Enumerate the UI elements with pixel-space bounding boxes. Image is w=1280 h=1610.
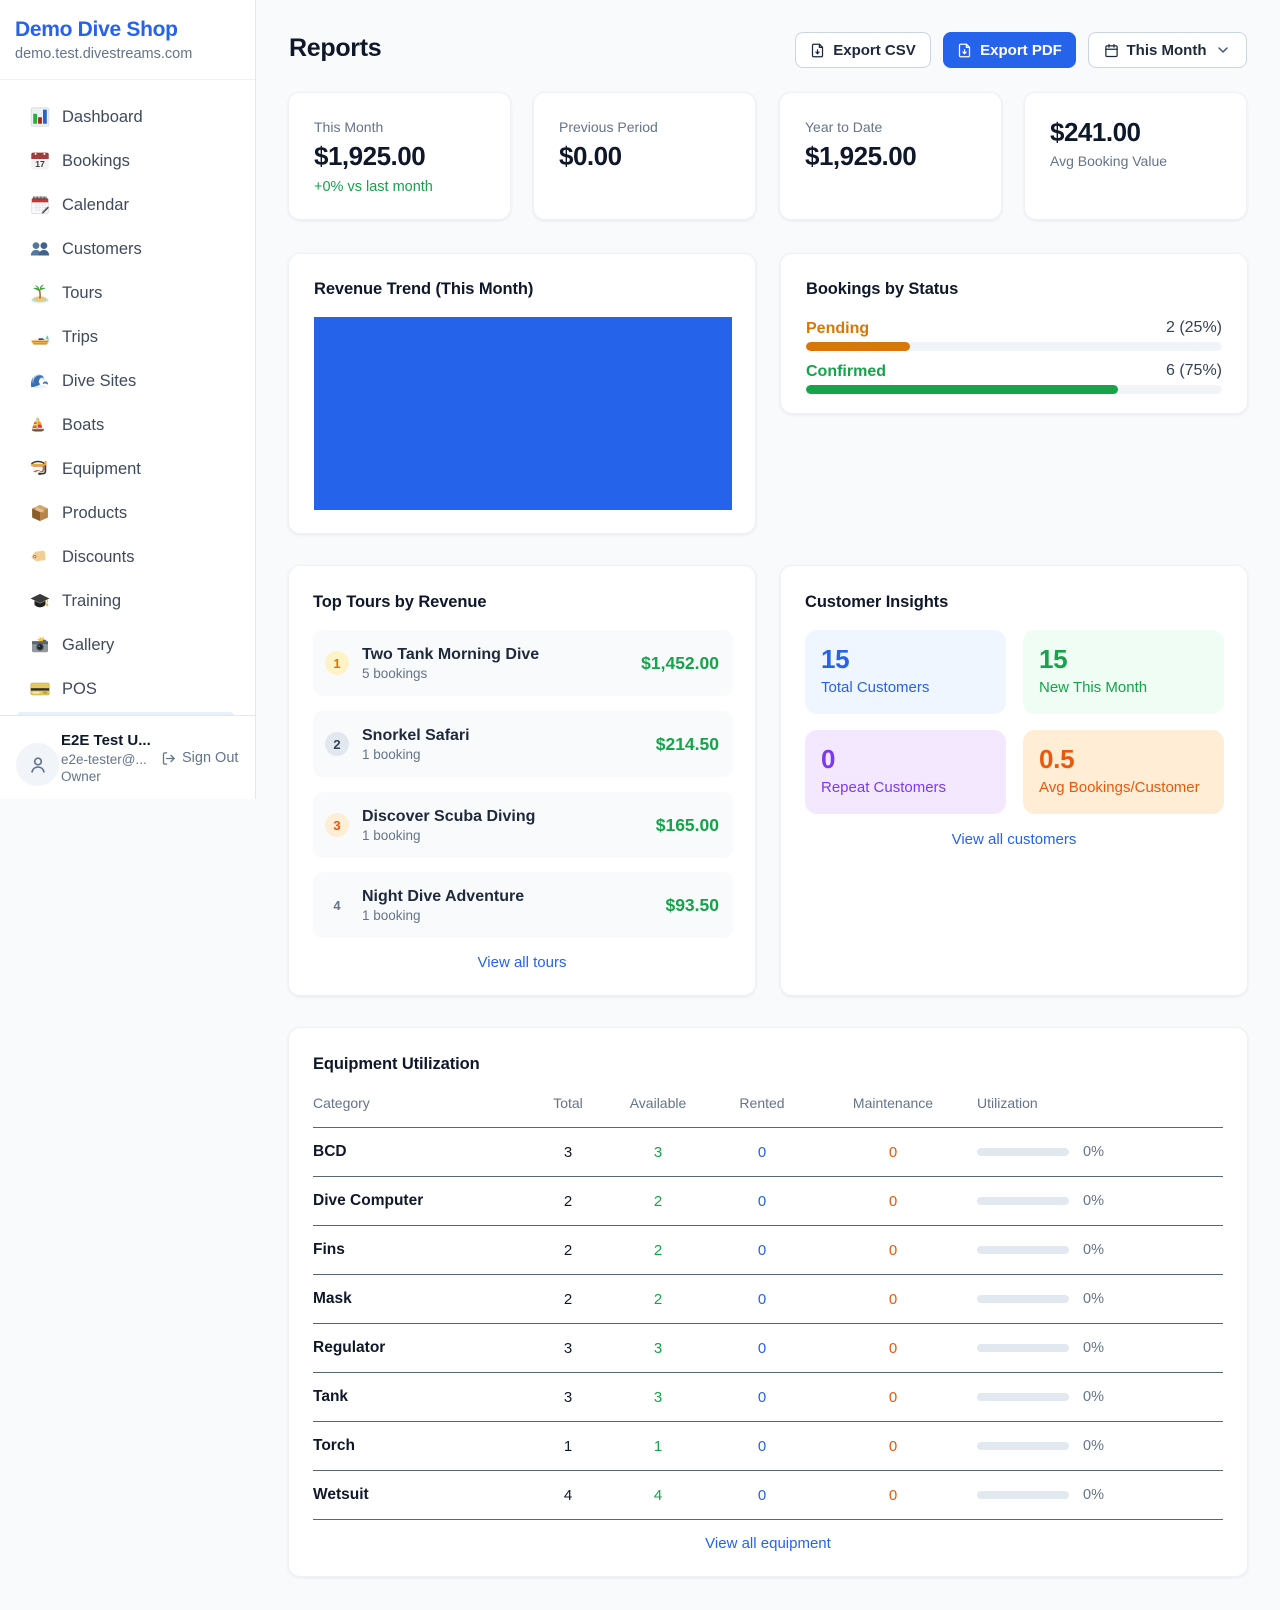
svg-text:17: 17: [35, 159, 45, 169]
